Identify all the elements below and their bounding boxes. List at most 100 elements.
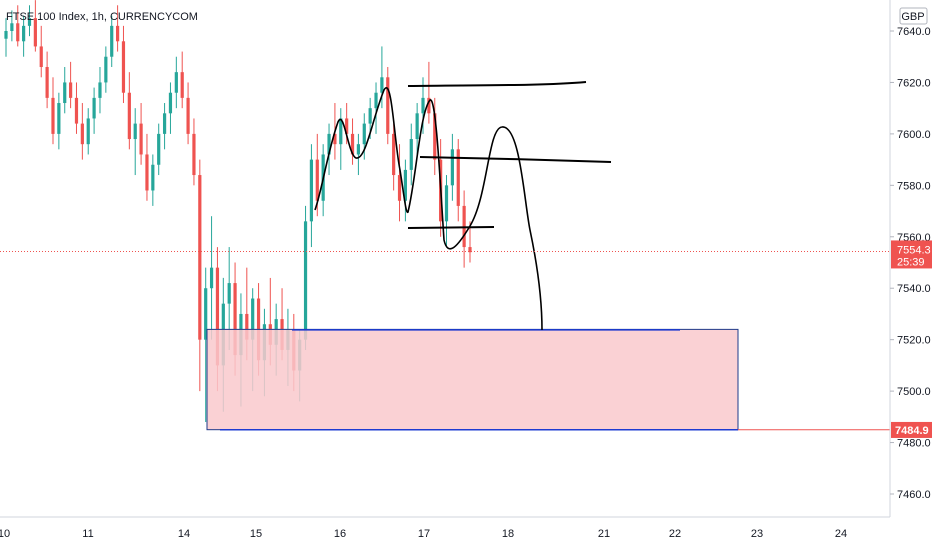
candle[interactable]	[350, 118, 355, 165]
candle-body	[98, 82, 102, 98]
candle[interactable]	[39, 25, 43, 78]
x-tick-label: 17	[418, 528, 430, 540]
candle[interactable]	[339, 108, 343, 170]
candle-body	[374, 92, 378, 109]
y-tick-label: 7640.0	[897, 26, 931, 38]
hand-drawings[interactable]	[314, 81, 612, 331]
x-tick-label: 18	[502, 528, 514, 540]
x-tick-label: 15	[250, 528, 262, 540]
candle[interactable]	[356, 133, 361, 176]
candle[interactable]	[63, 67, 67, 114]
candle[interactable]	[69, 61, 73, 109]
candle[interactable]	[186, 82, 190, 145]
drawing-curve-main[interactable]	[314, 87, 543, 331]
y-tick-label: 7500.0	[897, 386, 931, 398]
currency-box[interactable]	[899, 7, 928, 25]
candle[interactable]	[121, 25, 126, 104]
candle[interactable]	[127, 72, 131, 150]
candle[interactable]	[22, 15, 26, 57]
candle-body	[121, 41, 126, 93]
candle[interactable]	[409, 123, 413, 186]
candle[interactable]	[444, 175, 449, 248]
candle[interactable]	[104, 46, 108, 93]
candle[interactable]	[386, 67, 390, 145]
candle[interactable]	[362, 113, 366, 160]
candle-body	[157, 133, 161, 165]
candle-body	[139, 123, 143, 155]
candle[interactable]	[309, 144, 314, 248]
drawing-line-top[interactable]	[407, 81, 587, 87]
candle[interactable]	[180, 51, 184, 109]
candle[interactable]	[10, 10, 14, 42]
candle-body	[215, 267, 220, 366]
candle[interactable]	[415, 103, 419, 155]
candle[interactable]	[327, 123, 331, 176]
candle[interactable]	[133, 108, 137, 176]
candle-body	[456, 149, 460, 206]
candle[interactable]	[98, 67, 102, 114]
candle[interactable]	[168, 82, 173, 134]
candle[interactable]	[151, 154, 155, 206]
countdown-label: 25:39	[897, 256, 925, 268]
candle-body	[10, 23, 14, 31]
candle[interactable]	[303, 205, 308, 350]
candle-body	[204, 288, 208, 340]
candle[interactable]	[16, 5, 20, 47]
current-price-label: 7554.3	[897, 244, 931, 256]
candle[interactable]	[392, 123, 396, 191]
candle[interactable]	[51, 77, 55, 145]
candle-body	[350, 133, 355, 155]
drawing-line-low[interactable]	[407, 226, 495, 229]
candle[interactable]	[4, 18, 8, 57]
candle[interactable]	[139, 103, 143, 165]
candle[interactable]	[456, 139, 460, 222]
demand-zone[interactable]	[206, 328, 890, 431]
candle[interactable]	[33, 0, 37, 52]
candle-body	[315, 159, 319, 201]
y-tick-label: 7460.0	[897, 489, 931, 501]
drawing-line-mid[interactable]	[419, 156, 612, 163]
candle-body	[333, 133, 337, 145]
candle[interactable]	[145, 133, 149, 201]
candle[interactable]	[462, 190, 466, 268]
candle[interactable]	[86, 108, 90, 155]
candle-body	[45, 67, 49, 98]
candle[interactable]	[80, 103, 84, 160]
candle-body	[380, 77, 384, 93]
candle[interactable]	[374, 82, 378, 134]
candle-body	[4, 31, 8, 39]
candle[interactable]	[192, 118, 196, 186]
candle-body	[309, 159, 314, 222]
candle[interactable]	[115, 5, 120, 52]
candle-body	[303, 221, 308, 340]
candle-body	[22, 25, 26, 42]
level-price-label: 7484.9	[895, 425, 929, 437]
candle[interactable]	[174, 56, 178, 109]
candle[interactable]	[397, 144, 402, 222]
candle-body	[63, 82, 67, 104]
candle-body	[16, 23, 20, 42]
candle[interactable]	[198, 159, 202, 392]
candle[interactable]	[209, 216, 214, 340]
candle[interactable]	[204, 267, 208, 422]
candle-body	[145, 154, 149, 191]
candle-body	[51, 97, 55, 134]
candle[interactable]	[27, 5, 32, 37]
candle[interactable]	[403, 159, 407, 222]
candle[interactable]	[74, 82, 79, 134]
candle[interactable]	[450, 133, 454, 201]
zone-rect[interactable]	[206, 328, 739, 431]
x-tick-label: 10	[0, 528, 10, 540]
candle[interactable]	[45, 51, 49, 109]
candle[interactable]	[92, 87, 96, 134]
candle[interactable]	[110, 15, 114, 68]
candle[interactable]	[427, 61, 431, 124]
candle[interactable]	[157, 123, 161, 176]
candle-body	[127, 92, 131, 140]
candle[interactable]	[57, 92, 61, 150]
candle-body	[192, 133, 196, 176]
candle[interactable]	[162, 103, 167, 150]
candle-body	[180, 72, 184, 98]
